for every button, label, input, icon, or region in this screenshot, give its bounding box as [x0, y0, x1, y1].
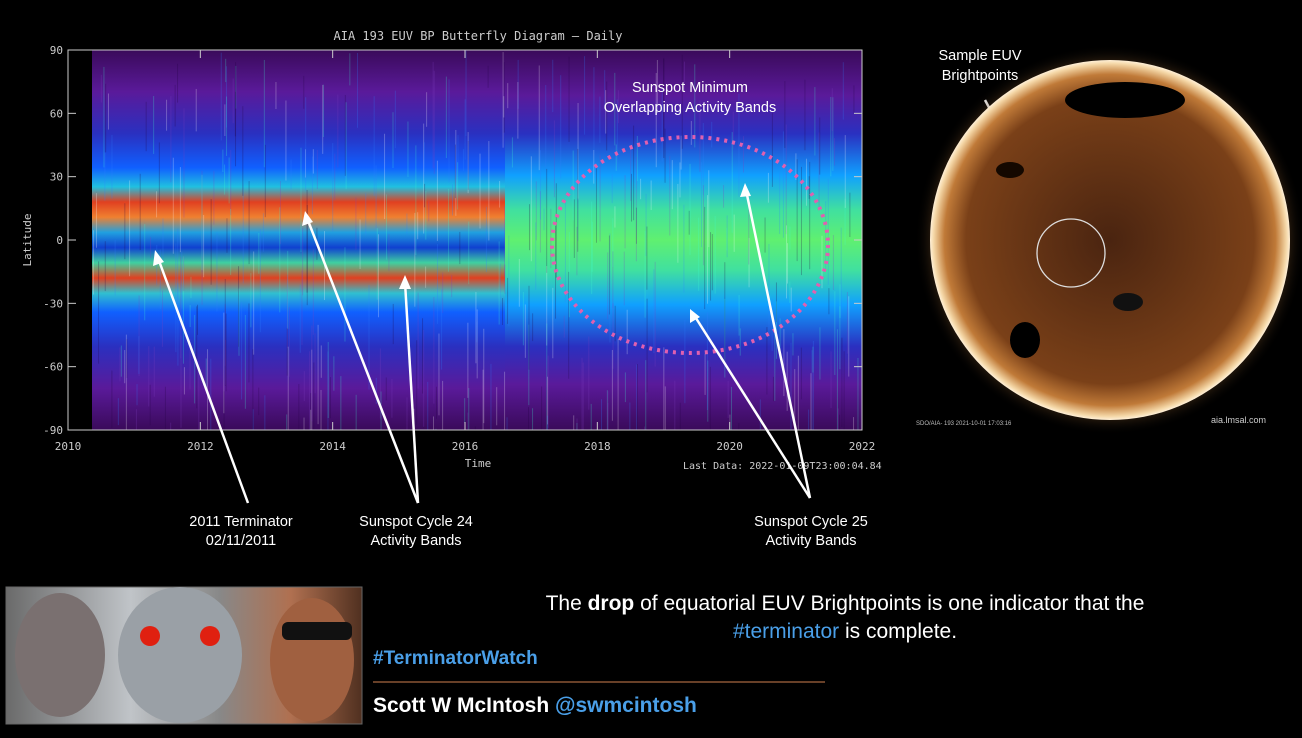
x-axis-label: Time	[465, 457, 492, 470]
x-tick-label: 2012	[187, 440, 214, 453]
message-bold: drop	[587, 592, 635, 615]
annotation: 2011 Terminator	[189, 514, 293, 530]
sun-label: Sample EUV	[938, 48, 1021, 64]
author: Scott W McIntosh	[373, 694, 550, 717]
sun-caption: SDO/AIA- 193 2021-10-01 17:03:16	[916, 421, 1012, 427]
x-tick-label: 2020	[716, 440, 743, 453]
message-hashtag: #terminator	[732, 620, 840, 643]
message-text: is complete.	[845, 620, 958, 643]
annotation: Overlapping Activity Bands	[604, 100, 776, 116]
x-tick-label: 2014	[319, 440, 346, 453]
message: The drop of equatorial EUV Brightpoints …	[440, 590, 1250, 646]
y-tick-label: 60	[50, 107, 63, 120]
y-tick-label: -90	[43, 424, 63, 437]
annotation: 02/11/2011	[206, 533, 276, 549]
annotation: Activity Bands	[765, 533, 856, 549]
butterfly-image	[92, 50, 862, 430]
x-tick-label: 2016	[452, 440, 479, 453]
minimum-ellipse	[550, 135, 830, 355]
y-tick-label: -60	[43, 361, 63, 374]
y-tick-label: 30	[50, 171, 63, 184]
annotation: Sunspot Cycle 25	[754, 514, 868, 530]
y-tick-label: -30	[43, 297, 63, 310]
message-text: The	[545, 592, 582, 615]
author-line: Scott W McIntosh @swmcintosh	[373, 694, 697, 718]
y-axis-label: Latitude	[21, 214, 34, 267]
sun-image	[915, 45, 1302, 435]
x-tick-label: 2010	[55, 440, 82, 453]
handle: @swmcintosh	[555, 694, 697, 717]
sun-label: Brightpoints	[942, 68, 1019, 84]
last-data: Last Data: 2022-01-09T23:00:04.84	[683, 461, 882, 472]
annotation: Sunspot Cycle 24	[359, 514, 473, 530]
y-tick-label: 90	[50, 44, 63, 57]
hashtag: #TerminatorWatch	[373, 648, 538, 669]
y-tick-label: 0	[56, 234, 63, 247]
terminator-photo	[5, 586, 363, 725]
message-text: of equatorial EUV Brightpoints is one in…	[640, 592, 1145, 615]
plot-title: AIA 193 EUV BP Butterfly Diagram — Daily	[334, 29, 623, 43]
annotation: Activity Bands	[370, 533, 461, 549]
sun-site: aia.lmsal.com	[1211, 415, 1266, 425]
x-tick-label: 2022	[849, 440, 876, 453]
x-tick-label: 2018	[584, 440, 611, 453]
annotation: Sunspot Minimum	[632, 80, 748, 96]
